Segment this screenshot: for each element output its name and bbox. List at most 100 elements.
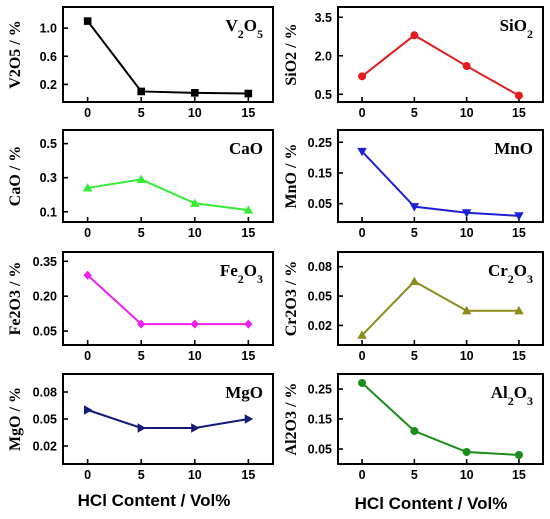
y-tick-label-fe2o3: 0.20	[33, 290, 57, 304]
data-point-sio2	[358, 72, 367, 81]
y-tick-label-cr2o3: 0.05	[308, 290, 332, 304]
x-tick-label-sio2: 5	[411, 106, 418, 120]
plot-frame-sio2	[337, 6, 544, 103]
x-tick-label-cao: 0	[84, 226, 91, 240]
data-point-cr2o3	[409, 276, 420, 285]
plot-frame-cao	[62, 129, 274, 223]
panel-title-mno: MnO	[494, 139, 533, 158]
y-axis-label-fe2o3: Fe2O3 / %	[7, 262, 24, 336]
panel-cr2o3: 0 5 10 15 0.02 0.05 0.08 Cr2O3 / % Cr2O3	[283, 251, 544, 363]
data-point-cr2o3	[514, 305, 524, 315]
series-line-sio2	[361, 34, 520, 97]
x-tick-label-cao: 5	[138, 226, 145, 240]
x-tick-label-mgo: 10	[188, 468, 202, 482]
panel-title-cao: CaO	[229, 139, 263, 158]
x-axis-label-left: HCl Content / Vol%	[78, 491, 231, 510]
y-axis-label-mgo: MgO / %	[7, 387, 24, 451]
y-tick-label-cr2o3: 0.02	[308, 319, 332, 333]
y-tick-label-mgo: 0.05	[33, 413, 57, 427]
x-tick-label-cr2o3: 15	[512, 349, 526, 363]
x-tick-label-mno: 15	[512, 226, 526, 240]
x-tick-label-fe2o3: 5	[138, 349, 145, 363]
plot-frame-v2o5	[62, 6, 274, 103]
plot-frame-cr2o3	[337, 251, 544, 346]
y-axis-label-mno: MnO / %	[283, 144, 300, 209]
data-point-mno	[357, 147, 367, 157]
panel-sio2: 0 5 10 15 0.5 2.0 3.5 SiO2 / % SiO2	[283, 6, 544, 120]
x-tick-label-mgo: 0	[84, 468, 91, 482]
y-tick-label-mno: 0.05	[308, 197, 332, 211]
series-line-cao	[87, 178, 249, 212]
data-point-cao	[189, 198, 200, 207]
data-point-mno	[461, 209, 472, 218]
series-line-mno	[361, 150, 520, 217]
x-tick-label-v2o5: 10	[188, 106, 202, 120]
data-point-al2o3	[410, 427, 419, 435]
panel-fe2o3: 0 5 10 15 0.05 0.20 0.35 Fe2O3 / % Fe2O3	[7, 251, 274, 363]
data-point-mno	[409, 203, 420, 212]
data-point-al2o3	[462, 448, 471, 456]
data-point-fe2o3	[190, 319, 199, 329]
data-point-v2o5	[83, 17, 92, 25]
data-point-mgo	[244, 414, 254, 424]
data-point-mgo	[137, 423, 147, 433]
panel-title-fe2o3: Fe2O3	[220, 261, 263, 286]
data-point-mgo	[84, 405, 93, 415]
x-tick-label-fe2o3: 10	[188, 349, 202, 363]
data-point-mgo	[191, 423, 200, 433]
y-tick-label-mgo: 0.08	[33, 386, 57, 400]
panel-title-mgo: MgO	[225, 383, 263, 402]
x-tick-label-sio2: 10	[460, 106, 474, 120]
y-tick-label-al2o3: 0.15	[308, 413, 332, 427]
y-tick-label-cao: 0.5	[40, 137, 57, 151]
data-point-cao	[136, 174, 147, 184]
data-point-cr2o3	[357, 330, 367, 339]
y-axis-label-cao: CaO / %	[7, 146, 24, 206]
y-tick-label-v2o5: 1.0	[40, 22, 57, 36]
x-tick-label-v2o5: 0	[84, 106, 91, 120]
data-point-sio2	[410, 31, 419, 40]
x-tick-label-mgo: 5	[138, 468, 145, 482]
y-tick-label-cao: 0.3	[40, 171, 57, 185]
panel-title-cr2o3: Cr2O3	[488, 261, 533, 286]
y-tick-label-sio2: 3.5	[315, 11, 332, 25]
data-point-fe2o3	[83, 270, 92, 280]
data-point-sio2	[514, 91, 523, 100]
x-tick-label-mno: 0	[359, 226, 366, 240]
x-tick-label-v2o5: 15	[241, 106, 255, 120]
x-tick-label-fe2o3: 0	[84, 349, 91, 363]
panel-title-al2o3: Al2O3	[491, 383, 533, 408]
y-tick-label-cr2o3: 0.08	[308, 260, 332, 274]
data-point-al2o3	[358, 379, 367, 387]
series-line-v2o5	[86, 20, 249, 95]
y-tick-label-v2o5: 0.6	[40, 50, 57, 64]
panel-mno: 0 5 10 15 0.05 0.15 0.25 MnO / % MnO	[283, 129, 544, 240]
panel-al2o3: 0 5 10 15 0.05 0.15 0.25 Al2O3 / % Al2O3	[283, 373, 544, 482]
series-line-fe2o3	[86, 274, 249, 326]
panel-v2o5: 0 5 10 15 0.2 0.6 1.0 V2O5 / % V2O5	[7, 6, 274, 120]
y-axis-label-al2o3: Al2O3 / %	[283, 383, 300, 456]
panel-title-sio2: SiO2	[500, 16, 533, 41]
x-tick-label-sio2: 0	[359, 106, 366, 120]
x-axis-label-right: HCl Content / Vol%	[355, 494, 508, 513]
y-tick-label-sio2: 2.0	[315, 49, 332, 63]
x-tick-label-cao: 10	[188, 226, 202, 240]
data-point-cao	[82, 183, 93, 192]
y-tick-label-al2o3: 0.25	[308, 383, 332, 397]
y-axis-label-cr2o3: Cr2O3 / %	[283, 261, 300, 337]
y-axis-label-v2o5: V2O5 / %	[7, 20, 24, 88]
y-tick-label-cao: 0.1	[40, 205, 57, 219]
data-point-v2o5	[244, 89, 253, 98]
data-point-cr2o3	[461, 305, 472, 315]
y-tick-label-v2o5: 0.2	[40, 78, 57, 92]
y-tick-label-mgo: 0.02	[33, 440, 57, 454]
x-tick-label-al2o3: 15	[512, 468, 526, 482]
data-point-v2o5	[137, 87, 146, 96]
x-tick-label-fe2o3: 15	[241, 349, 255, 363]
y-axis-label-sio2: SiO2 / %	[283, 23, 300, 85]
data-point-cao	[243, 205, 254, 214]
series-line-al2o3	[361, 382, 520, 456]
panel-cao: 0 5 10 15 0.1 0.3 0.5 CaO / % CaO	[7, 129, 274, 240]
x-tick-label-mno: 10	[460, 226, 474, 240]
